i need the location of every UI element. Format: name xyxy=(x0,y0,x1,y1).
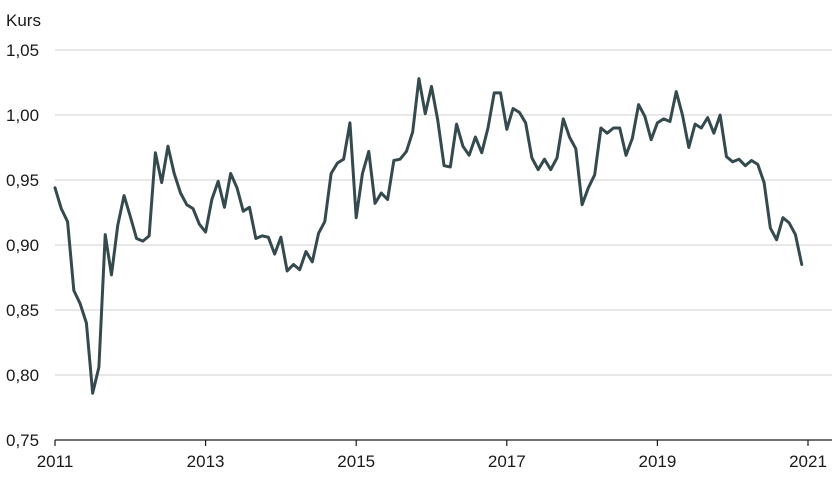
x-tick-label: 2011 xyxy=(37,452,74,471)
x-tick-label: 2017 xyxy=(488,452,526,471)
x-axis-tick-labels: 2011 2013 2015 2017 2019 2021 xyxy=(37,440,827,471)
grid-lines xyxy=(55,49,832,441)
y-axis-tick-labels: 0,75 0,80 0,85 0,90 0,95 1,00 1,05 xyxy=(6,41,39,450)
y-tick-label: 0,75 xyxy=(6,431,39,450)
x-tick-label: 2019 xyxy=(638,452,676,471)
series-line xyxy=(53,77,804,395)
y-tick-label: 0,90 xyxy=(6,236,39,255)
series-lines xyxy=(53,77,804,395)
x-tick-label: 2021 xyxy=(789,452,827,471)
y-tick-label: 0,80 xyxy=(6,366,39,385)
y-tick-label: 0,95 xyxy=(6,171,39,190)
y-tick-label: 1,00 xyxy=(6,106,39,125)
y-tick-label: 1,05 xyxy=(6,41,39,60)
y-axis-title: Kurs xyxy=(6,11,41,30)
x-tick-label: 2013 xyxy=(187,452,225,471)
x-tick-label: 2015 xyxy=(337,452,375,471)
y-tick-label: 0,85 xyxy=(6,301,39,320)
